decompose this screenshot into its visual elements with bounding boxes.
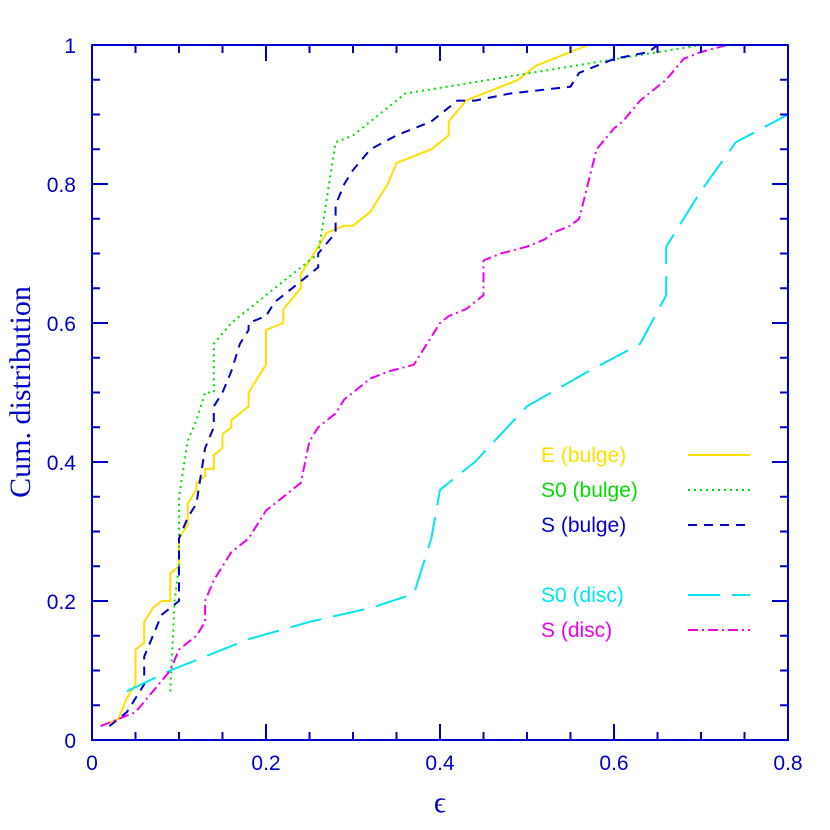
series-line-5: [100, 44, 788, 728]
legend-label: S (disc): [541, 619, 612, 642]
y-tick-label: 0.2: [47, 591, 76, 614]
series-line-1: [100, 44, 597, 728]
x-tick-label: 0.6: [599, 752, 628, 775]
y-tick-label: 0.4: [47, 452, 77, 475]
legend-label: S0 (disc): [541, 584, 624, 607]
x-tick-label: 0.8: [773, 752, 802, 775]
x-tick-label: 0.4: [425, 752, 455, 775]
series-line-2: [169, 44, 702, 692]
y-tick-label: 0: [64, 730, 76, 753]
series-layer: [100, 44, 789, 728]
legend: E (bulge) S0 (bulge) S (bulge) S0 (disc) S (…: [541, 444, 750, 642]
x-tick-label: 0: [86, 752, 98, 775]
y-tick-label: 0.6: [47, 313, 76, 336]
x-axis-label: ϵ: [434, 786, 446, 819]
y-tick-label: 1: [64, 35, 76, 58]
y-axis-label: Cum. distribution: [4, 286, 37, 498]
y-tick-labels: 0 0.2 0.4 0.6 0.8 1: [47, 35, 77, 753]
series-line-4: [126, 113, 789, 693]
x-tick-label: 0.2: [251, 752, 280, 775]
x-tick-labels: 0 0.2 0.4 0.6 0.8: [86, 752, 802, 775]
legend-label: S (bulge): [541, 514, 626, 537]
series-line-3: [108, 44, 701, 727]
legend-label: S0 (bulge): [541, 479, 638, 502]
legend-label: E (bulge): [541, 444, 626, 467]
y-tick-label: 0.8: [47, 174, 76, 197]
tick-marks: [91, 44, 789, 741]
